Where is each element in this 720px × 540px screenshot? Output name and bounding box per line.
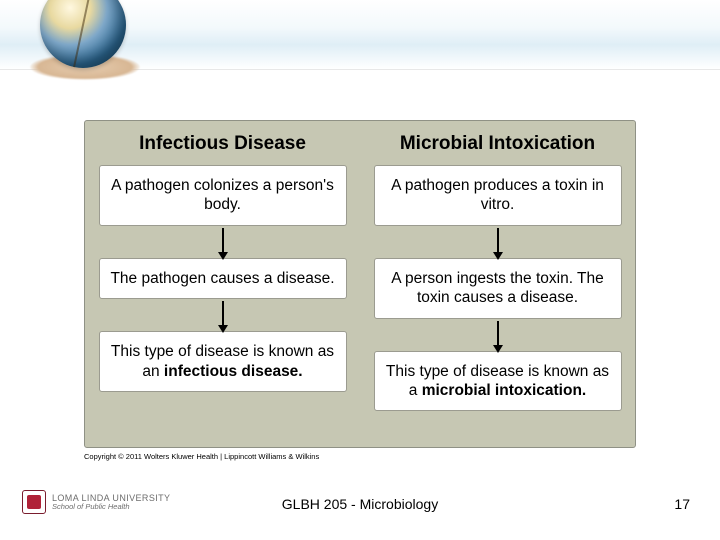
- page-number: 17: [674, 496, 690, 512]
- copyright-text: Copyright © 2011 Wolters Kluwer Health |…: [84, 452, 319, 461]
- right-step-3: This type of disease is known as a micro…: [374, 351, 622, 412]
- column-infectious: Infectious Disease A pathogen colonizes …: [85, 121, 360, 447]
- right-step-1: A pathogen produces a toxin in vitro.: [374, 165, 622, 226]
- left-step-2: The pathogen causes a disease.: [99, 258, 347, 299]
- column-title-left: Infectious Disease: [139, 133, 306, 155]
- column-title-right: Microbial Intoxication: [400, 133, 595, 155]
- left-step-3: This type of disease is known as an infe…: [99, 331, 347, 392]
- column-intoxication: Microbial Intoxication A pathogen produc…: [360, 121, 635, 447]
- right-step-3-bold: microbial intoxication.: [422, 382, 587, 399]
- right-step-2: A person ingests the toxin. The toxin ca…: [374, 258, 622, 319]
- left-step-3-bold: infectious disease.: [164, 363, 303, 380]
- footer-course: GLBH 205 - Microbiology: [0, 496, 720, 512]
- comparison-diagram: Infectious Disease A pathogen colonizes …: [84, 120, 636, 448]
- left-step-1: A pathogen colonizes a person's body.: [99, 165, 347, 226]
